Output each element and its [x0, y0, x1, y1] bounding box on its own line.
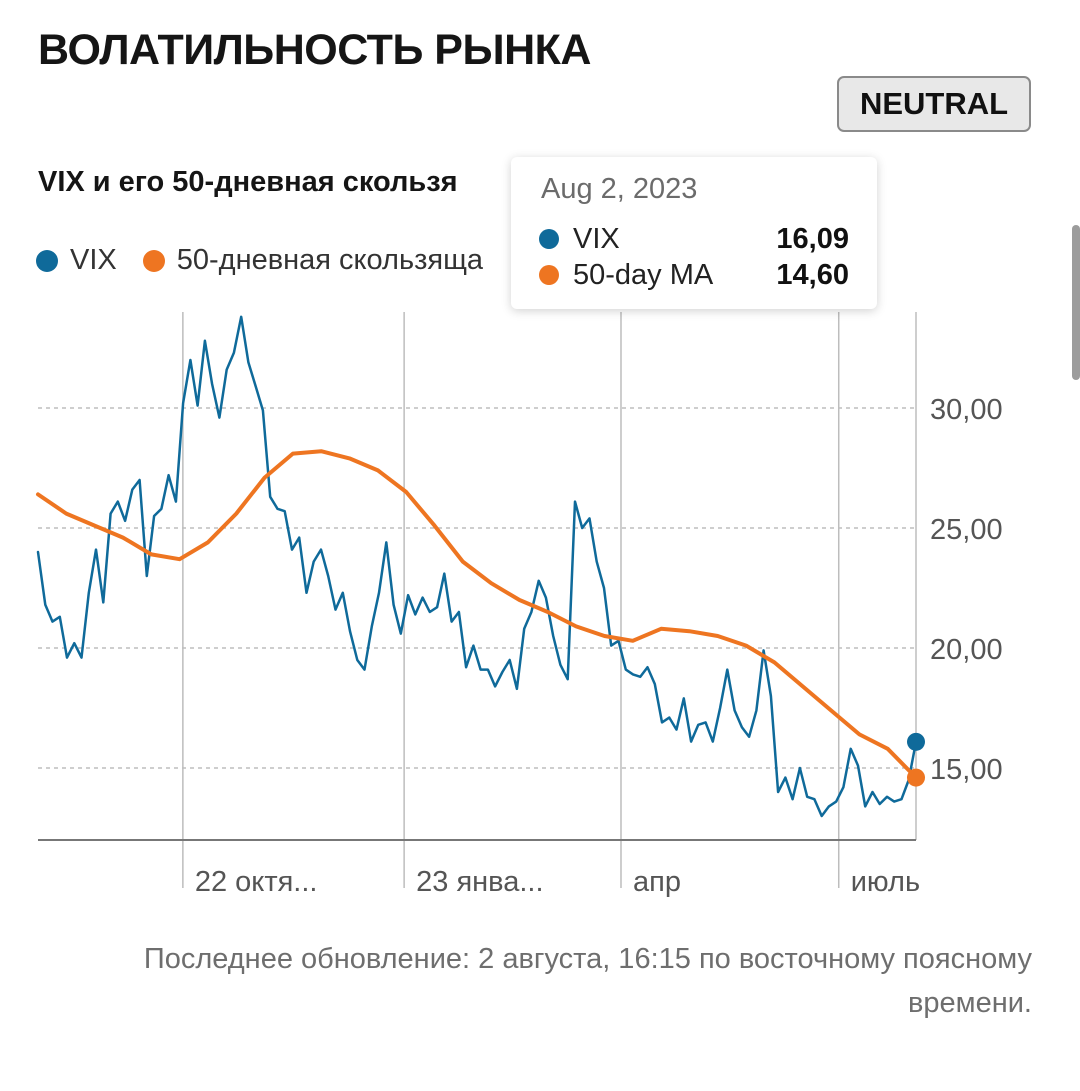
x-tick-label: 23 янва... [416, 866, 543, 898]
ma-line [36, 449, 918, 780]
legend-item-vix[interactable]: VIX [36, 244, 117, 277]
chart-legend: VIX 50-дневная скользяща [36, 244, 509, 277]
tooltip-name-vix: VIX [573, 222, 620, 255]
vix-end-marker [907, 732, 925, 751]
tooltip-name-ma: 50-day MA [573, 258, 714, 291]
y-tick-label: 25,00 [930, 514, 1003, 546]
last-updated-note: Последнее обновление: 2 августа, 16:15 п… [143, 943, 1032, 1019]
legend-dot-vix [36, 249, 58, 272]
x-tick-label: 22 октя... [195, 866, 318, 898]
tooltip-dot-vix [539, 229, 559, 249]
scrollbar[interactable] [1072, 225, 1080, 380]
tooltip-row-vix: VIX 16,09 [539, 221, 849, 257]
tooltip-date: Aug 2, 2023 [541, 173, 698, 205]
chart-title: VIX и его 50-дневная скользя [38, 166, 458, 198]
x-tick-label: апр [633, 866, 681, 898]
status-badge: NEUTRAL [837, 76, 1031, 132]
tooltip-row-ma: 50-day MA 14,60 [539, 257, 849, 293]
y-tick-label: 20,00 [930, 634, 1003, 666]
tooltip-value-ma: 14,60 [776, 258, 849, 291]
tooltip-dot-ma [539, 265, 559, 285]
page-title: ВОЛАТИЛЬНОСТЬ РЫНКА [38, 26, 591, 74]
legend-label-ma: 50-дневная скользяща [176, 244, 484, 276]
legend-label-vix: VIX [70, 244, 117, 276]
vix-chart[interactable]: 30,00 25,00 20,00 15,00 22 октя... 23 янва...… [0, 0, 1080, 920]
legend-dot-ma [142, 249, 165, 272]
legend-item-ma[interactable]: 50-дневная скользяща [142, 244, 484, 277]
vix-line [36, 315, 918, 818]
x-tick-label: июль [851, 866, 920, 898]
y-tick-label: 15,00 [930, 754, 1003, 786]
y-tick-label: 30,00 [930, 394, 1003, 426]
chart-tooltip: Aug 2, 2023 VIX 16,09 50-day MA 14,60 [511, 157, 877, 309]
tooltip-value-vix: 16,09 [776, 222, 849, 255]
ma-end-marker [907, 768, 925, 787]
